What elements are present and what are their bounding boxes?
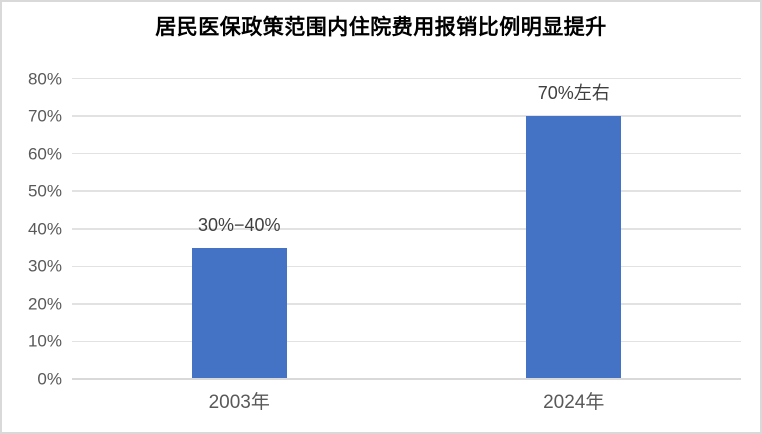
bar-data-label: 70%左右 [537, 83, 610, 104]
gridline [72, 228, 741, 230]
x-axis-category-label: 2024年 [543, 392, 605, 413]
y-axis-tick-label: 60% [27, 144, 62, 164]
y-axis-tick-label: 40% [27, 219, 62, 239]
gridline [72, 77, 741, 80]
y-axis-tick-label: 30% [27, 256, 62, 276]
y-axis-tick-label: 50% [27, 181, 62, 201]
bar-2024年 [526, 116, 622, 378]
bar-2003年 [191, 247, 287, 378]
bar-data-label: 30%−40% [197, 214, 281, 235]
x-axis-category-label: 2003年 [208, 392, 270, 413]
y-axis-tick-label: 20% [27, 294, 62, 314]
y-axis-tick-label: 70% [27, 106, 62, 126]
gridline [72, 190, 741, 192]
x-axis-line [72, 378, 741, 380]
chart-title: 居民医保政策范围内住院费用报销比例明显提升 [155, 16, 607, 39]
gridline [72, 152, 741, 155]
gridline [72, 340, 741, 343]
gridline [72, 115, 741, 117]
y-axis-tick-label: 0% [37, 369, 62, 389]
y-axis-tick-label: 80% [27, 69, 62, 88]
gridline [72, 303, 741, 305]
gridline [72, 265, 741, 268]
y-axis-tick-label: 10% [27, 331, 62, 351]
